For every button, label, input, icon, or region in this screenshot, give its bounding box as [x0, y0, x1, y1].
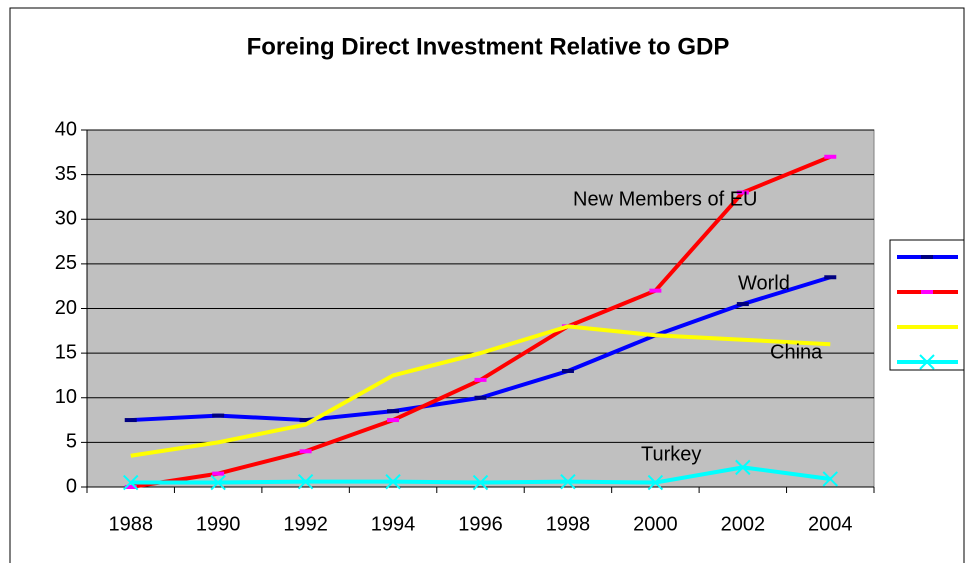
chart-title: Foreing Direct Investment Relative to GD…	[247, 33, 730, 60]
series-line	[130, 324, 831, 458]
series-annotation: Turkey	[641, 443, 701, 465]
series-annotation: China	[770, 341, 823, 363]
data-point	[735, 459, 751, 476]
x-tick-label: 2000	[633, 513, 678, 535]
data-point	[560, 473, 576, 490]
x-tick-label: 1992	[283, 513, 328, 535]
data-point	[647, 474, 664, 491]
x-tick-label: 1988	[108, 513, 153, 535]
series-annotation: New Members of EU	[573, 188, 758, 210]
x-tick-label: 1994	[371, 513, 416, 535]
data-point	[385, 473, 401, 490]
data-point	[472, 474, 489, 491]
y-tick-label: 15	[55, 341, 77, 363]
y-tick-label: 20	[55, 297, 77, 319]
x-tick-label: 2004	[808, 513, 853, 535]
legend	[889, 239, 965, 371]
y-tick-label: 40	[55, 118, 77, 140]
x-tick-label: 1996	[458, 513, 503, 535]
x-tick-label: 1990	[196, 513, 241, 535]
x-tick-label: 2002	[721, 513, 766, 535]
y-tick-label: 10	[55, 386, 77, 408]
y-tick-label: 30	[55, 208, 77, 230]
data-point	[210, 474, 226, 491]
data-point	[297, 473, 314, 490]
y-tick-label: 0	[66, 475, 77, 497]
y-tick-label: 25	[55, 252, 77, 274]
x-tick-label: 1998	[546, 513, 591, 535]
y-tick-label: 35	[55, 163, 77, 185]
data-point	[822, 471, 838, 487]
y-tick-label: 5	[66, 431, 77, 453]
series-annotation: World	[738, 272, 790, 294]
legend-marker	[919, 354, 935, 370]
data-point	[123, 474, 139, 491]
